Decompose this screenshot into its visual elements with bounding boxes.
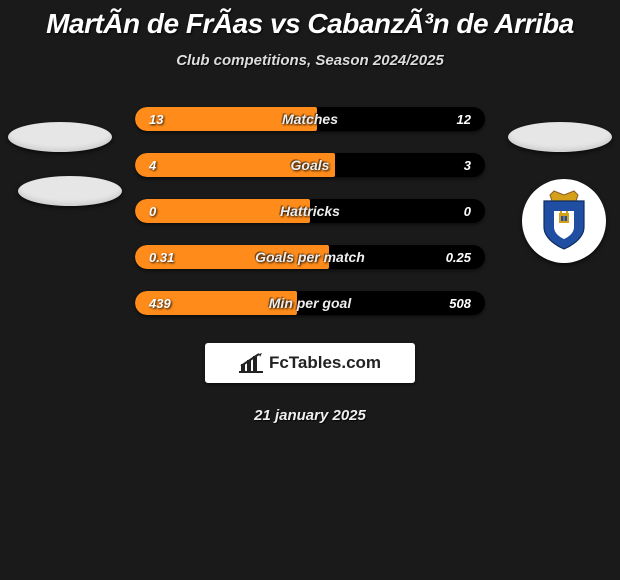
footer-date: 21 january 2025 xyxy=(0,407,620,424)
stat-row: 439508Min per goal xyxy=(135,291,485,315)
stat-row: 1312Matches xyxy=(135,107,485,131)
stat-label: Goals per match xyxy=(135,245,485,269)
stat-row: 0.310.25Goals per match xyxy=(135,245,485,269)
stat-label: Matches xyxy=(135,107,485,131)
page-title: MartÃ­n de FrÃ­as vs CabanzÃ³n de Arriba xyxy=(0,0,620,40)
stat-row: 00Hattricks xyxy=(135,199,485,223)
bar-chart-icon xyxy=(239,352,263,374)
stat-label: Min per goal xyxy=(135,291,485,315)
stats-bars: 1312Matches 43Goals 00Hattricks 0.310.25Goa… xyxy=(0,107,620,315)
brand-text: FcTables.com xyxy=(269,353,381,373)
page-subtitle: Club competitions, Season 2024/2025 xyxy=(0,52,620,69)
brand-box[interactable]: FcTables.com xyxy=(205,343,415,383)
stat-row: 43Goals xyxy=(135,153,485,177)
stat-label: Goals xyxy=(135,153,485,177)
stat-label: Hattricks xyxy=(135,199,485,223)
